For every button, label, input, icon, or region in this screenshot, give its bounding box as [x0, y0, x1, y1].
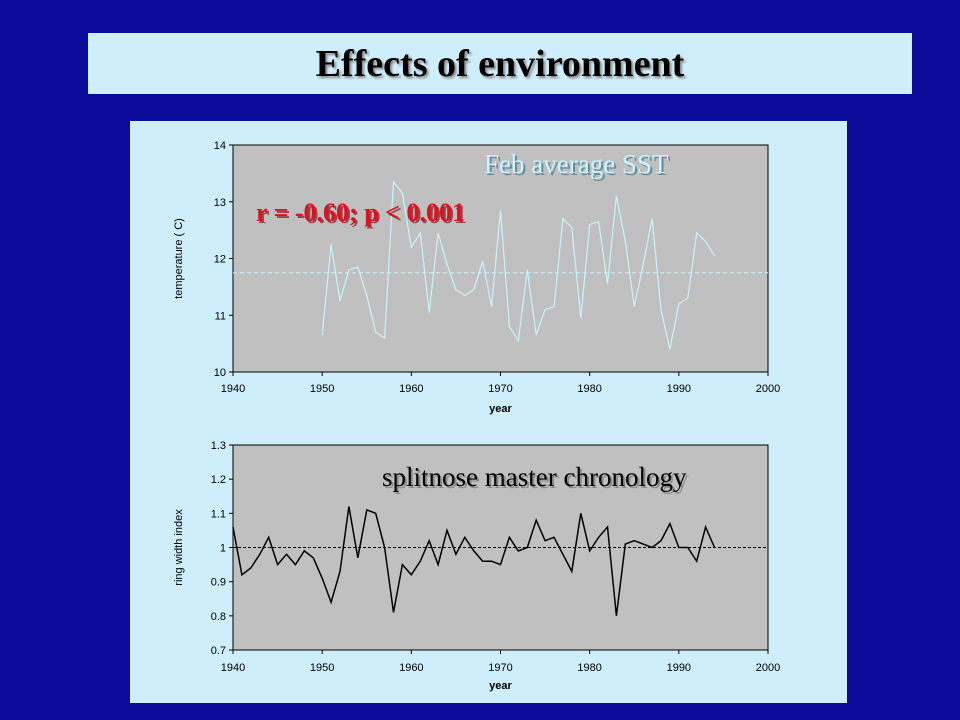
x-axis-label: year	[489, 680, 512, 692]
annotation-label-shadow: Feb average SST	[486, 151, 671, 181]
y-tick-label: 11	[215, 310, 226, 322]
series-line-1	[232, 506, 716, 616]
correlation-stat: r = -0.60; p < 0.001	[256, 198, 465, 227]
y-tick-label: 0.9	[211, 577, 226, 589]
x-tick-label: 1970	[488, 383, 512, 395]
y-tick-label: 0.8	[211, 611, 226, 623]
chart-1: 10 11 12 13 14 1940 1950 1960 1970 1980 1990 2000 ye…	[173, 140, 780, 415]
x-tick-label: 2000	[756, 383, 780, 395]
x-axis-label: year	[489, 403, 512, 415]
y-tick-label: 1.1	[211, 508, 226, 520]
charts-canvas: 10 11 12 13 14 1940 1950 1960 1970 1980 1990 2000 ye…	[173, 140, 780, 692]
x-tick-label: 1940	[221, 383, 245, 395]
y-tick-label: 0.7	[211, 645, 226, 657]
chart-2: 0.7 0.8 0.9 1 1.1 1.2 1.3 1940 1950 1960 1970 1980 1…	[173, 440, 780, 692]
y-tick-label: 12	[214, 254, 226, 266]
slide-title: Effects of environment	[315, 42, 685, 85]
y-tick-label: 1	[220, 543, 226, 555]
y-tick-label: 14	[214, 140, 226, 152]
y-tick-label: 13	[214, 197, 226, 209]
x-tick-label: 1990	[667, 383, 691, 395]
x-tick-label: 1970	[488, 662, 512, 674]
x-tick-label: 1960	[399, 383, 423, 395]
annotation-label: Feb average SST	[484, 149, 669, 179]
x-tick-label: 1960	[399, 662, 423, 674]
chart-panel: 10 11 12 13 14 1940 1950 1960 1970 1980 1990 2000 ye…	[130, 121, 847, 703]
annotation-label: splitnose master chronology	[382, 462, 687, 492]
y-axis-label: ring width index	[173, 509, 185, 586]
x-tick-label: 1940	[221, 662, 245, 674]
correlation-stat-shadow: r = -0.60; p < 0.001	[258, 200, 467, 229]
y-tick-label: 1.3	[211, 440, 226, 452]
x-tick-label: 1980	[577, 383, 601, 395]
title-banner: Effects of environment	[88, 33, 912, 94]
y-tick-label: 1.2	[211, 474, 226, 486]
y-tick-label: 10	[214, 367, 226, 379]
series-line-1	[321, 180, 716, 350]
x-tick-label: 1950	[310, 383, 334, 395]
x-tick-label: 1950	[310, 662, 334, 674]
x-tick-label: 1980	[577, 662, 601, 674]
y-axis-label: temperature ( C)	[173, 218, 185, 299]
x-tick-label: 1990	[667, 662, 691, 674]
annotation-label-shadow: splitnose master chronology	[384, 464, 689, 494]
x-tick-label: 2000	[756, 662, 780, 674]
